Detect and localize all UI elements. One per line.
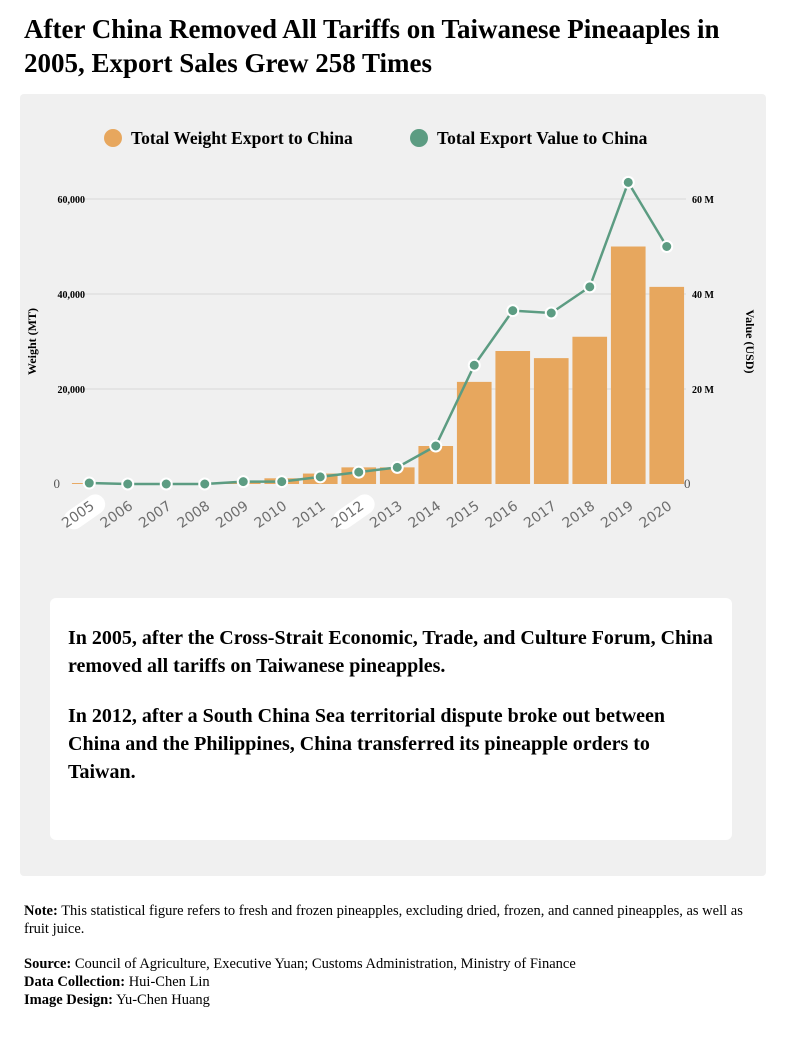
note-label: Note: bbox=[24, 903, 58, 919]
value-point bbox=[82, 476, 96, 490]
legend: Total Weight Export to China Total Export… bbox=[104, 128, 648, 148]
x-tick-label: 2015 bbox=[444, 498, 482, 532]
collection-line: Data Collection: Hui-Chen Lin bbox=[24, 973, 764, 991]
x-tick-group: 2009 bbox=[213, 498, 251, 532]
footer-notes: Note: This statistical figure refers to … bbox=[24, 902, 764, 1009]
note-text: This statistical figure refers to fresh … bbox=[24, 903, 743, 937]
bar bbox=[610, 246, 646, 484]
y2-tick-label: 0 bbox=[684, 476, 691, 491]
legend-weight-label: Total Weight Export to China bbox=[131, 128, 353, 148]
legend-value-swatch bbox=[410, 129, 428, 147]
legend-value-label: Total Export Value to China bbox=[437, 128, 648, 148]
source-text: Council of Agriculture, Executive Yuan; … bbox=[71, 956, 576, 972]
collection-label: Data Collection: bbox=[24, 974, 126, 990]
collection-text: Hui-Chen Lin bbox=[125, 974, 210, 990]
combo-chart: 0 0 20,000 20 M 40,000 40 M 60,000 60 M Weight (… bbox=[25, 128, 757, 532]
x-tick-label: 2010 bbox=[252, 498, 290, 532]
note-line: Note: This statistical figure refers to … bbox=[24, 902, 764, 938]
annotation-box: In 2005, after the Cross-Strait Economic… bbox=[50, 598, 732, 840]
value-point bbox=[583, 280, 597, 294]
bar bbox=[572, 336, 608, 484]
value-point bbox=[390, 460, 404, 474]
value-point bbox=[236, 475, 250, 489]
bar bbox=[379, 467, 415, 484]
value-point bbox=[660, 240, 674, 253]
y-axis-title: Weight (MT) bbox=[25, 308, 39, 375]
y2-axis-title: Value (USD) bbox=[743, 310, 757, 374]
x-tick-group: 2011 bbox=[290, 498, 328, 532]
x-tick-highlight bbox=[333, 494, 375, 530]
x-tick-group: 2005 bbox=[59, 494, 106, 532]
x-tick-label: 2018 bbox=[560, 498, 598, 532]
x-tick-group: 2007 bbox=[136, 498, 174, 532]
value-point bbox=[429, 439, 443, 453]
chart-panel: 0 0 20,000 20 M 40,000 40 M 60,000 60 M Weight (… bbox=[20, 94, 766, 876]
value-point bbox=[506, 304, 520, 318]
x-tick-group: 2016 bbox=[483, 498, 521, 532]
y-tick-label: 40,000 bbox=[58, 290, 86, 301]
x-tick-highlight bbox=[63, 494, 106, 530]
value-point bbox=[352, 465, 366, 479]
x-tick-label: 2020 bbox=[637, 498, 675, 532]
y2-tick-label: 20 M bbox=[692, 385, 715, 396]
bar bbox=[495, 351, 531, 484]
y2-tick-label: 40 M bbox=[692, 290, 715, 301]
design-line: Image Design: Yu-Chen Huang bbox=[24, 991, 764, 1009]
y2-tick-label: 60 M bbox=[692, 195, 715, 206]
legend-weight-swatch bbox=[104, 129, 122, 147]
x-tick-group: 2017 bbox=[521, 498, 559, 532]
bar bbox=[533, 358, 569, 484]
value-point bbox=[275, 475, 289, 489]
source-label: Source: bbox=[24, 956, 72, 972]
value-point bbox=[121, 477, 135, 491]
annotation-2012: In 2012, after a South China Sea territo… bbox=[68, 705, 666, 783]
x-tick-label: 2014 bbox=[406, 498, 444, 532]
bar bbox=[456, 381, 492, 484]
page-title: After China Removed All Tariffs on Taiwa… bbox=[24, 14, 720, 78]
value-point bbox=[621, 175, 635, 189]
x-tick-group: 2019 bbox=[598, 498, 636, 532]
x-tick-label: 2007 bbox=[136, 498, 174, 532]
x-tick-label: 2016 bbox=[483, 498, 521, 532]
design-text: Yu-Chen Huang bbox=[113, 992, 210, 1008]
value-line bbox=[89, 179, 668, 486]
x-tick-group: 2012 bbox=[329, 494, 375, 532]
value-point bbox=[198, 477, 212, 491]
source-line: Source: Council of Agriculture, Executiv… bbox=[24, 955, 764, 973]
bar bbox=[649, 286, 685, 484]
design-label: Image Design: bbox=[24, 992, 114, 1008]
x-tick-label: 2009 bbox=[213, 498, 251, 532]
x-tick-label: 2019 bbox=[598, 498, 636, 532]
x-tick-group: 2008 bbox=[175, 498, 213, 532]
value-point bbox=[159, 477, 173, 491]
x-tick-label: 2008 bbox=[175, 498, 213, 532]
y-tick-label: 20,000 bbox=[58, 385, 86, 396]
annotation-2005: In 2005, after the Cross-Strait Economic… bbox=[68, 627, 713, 677]
x-tick-group: 2014 bbox=[406, 498, 444, 532]
x-tick-group: 2018 bbox=[560, 498, 598, 532]
line-series bbox=[82, 175, 674, 491]
y-tick-label: 60,000 bbox=[58, 195, 86, 206]
y-tick-label: 0 bbox=[54, 476, 61, 491]
x-tick-label: 2017 bbox=[521, 498, 559, 532]
value-point bbox=[467, 358, 481, 372]
value-point bbox=[313, 470, 327, 484]
x-tick-group: 2010 bbox=[252, 498, 290, 532]
x-tick-label: 2011 bbox=[290, 498, 328, 532]
x-tick-group: 2015 bbox=[444, 498, 482, 532]
value-point bbox=[544, 306, 558, 320]
x-tick-group: 2020 bbox=[637, 498, 675, 532]
